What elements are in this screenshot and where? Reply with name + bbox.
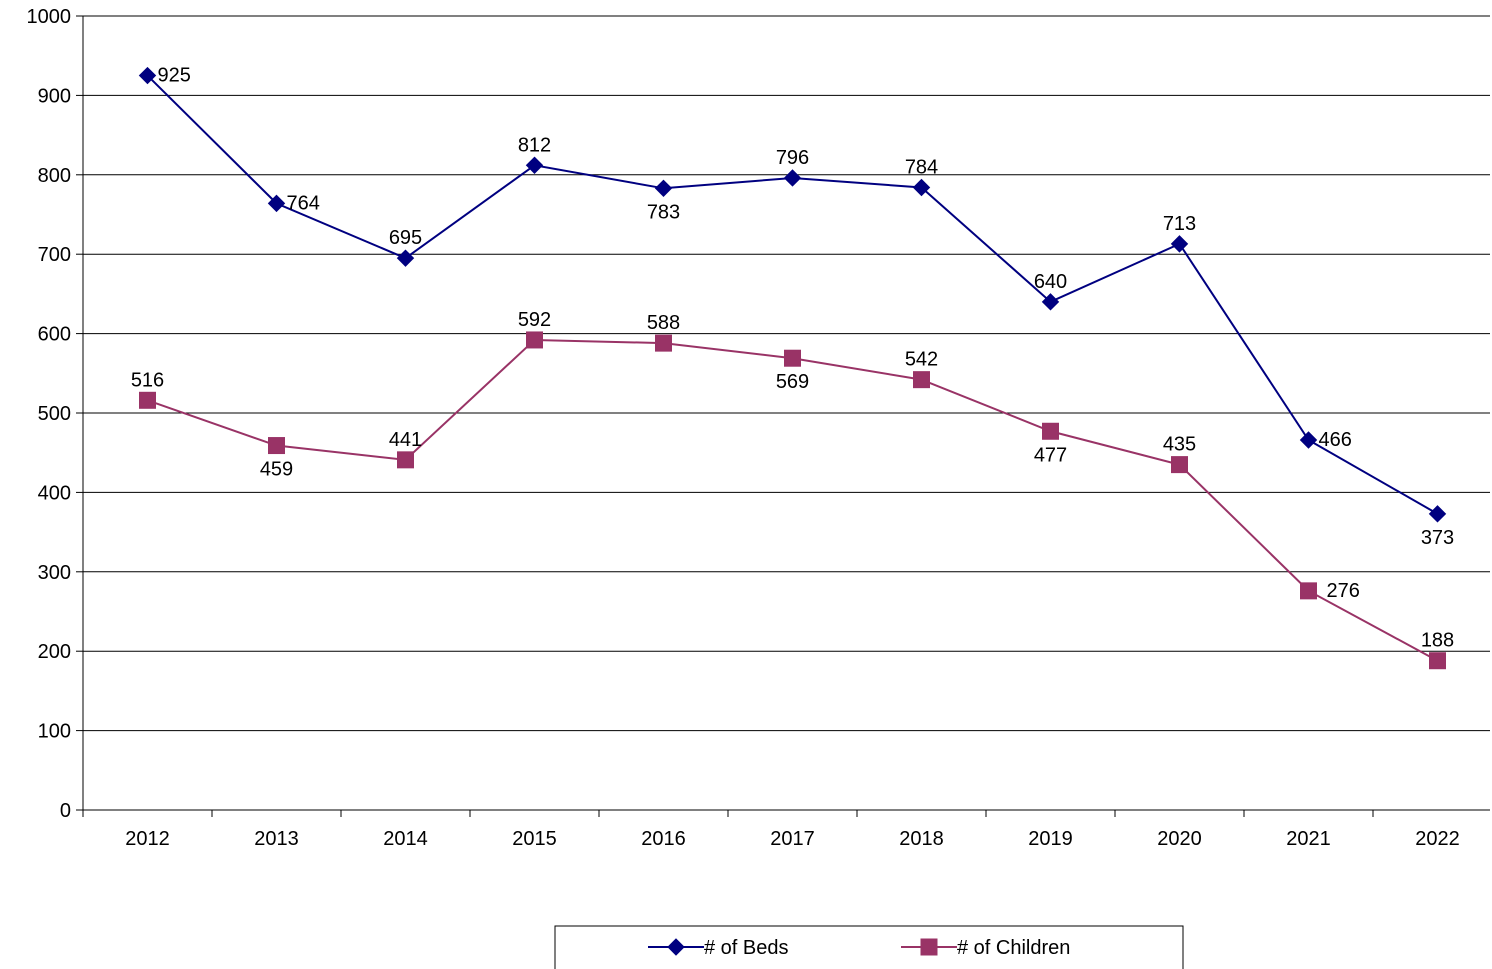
data-point-marker xyxy=(1170,235,1189,253)
data-point-marker xyxy=(655,334,672,352)
data-label: 695 xyxy=(389,227,422,249)
data-point-marker xyxy=(913,371,930,389)
data-point-marker xyxy=(1041,293,1060,311)
y-tick-label: 900 xyxy=(38,85,71,107)
data-label: 435 xyxy=(1163,434,1196,456)
data-labels: 925 764 695 812 783 796 784 640 713 466 373 516 459 4… xyxy=(131,65,1454,652)
legend-entry: # of Beds xyxy=(648,937,789,959)
y-tick-label: 0 xyxy=(60,800,71,822)
data-point-marker xyxy=(1299,431,1318,449)
series-1 xyxy=(139,331,1446,670)
legend-label: # of Beds xyxy=(704,937,789,959)
data-label: 459 xyxy=(260,459,293,481)
data-point-marker xyxy=(138,66,157,85)
series-0 xyxy=(138,66,1447,523)
y-tick-label: 500 xyxy=(38,403,71,425)
x-tick-label: 2018 xyxy=(899,828,944,850)
x-tick-label: 2017 xyxy=(770,828,815,850)
series-group xyxy=(138,66,1447,670)
x-tick-label: 2015 xyxy=(512,828,557,850)
data-label: 783 xyxy=(647,201,680,223)
data-point-marker xyxy=(1171,456,1188,474)
x-tick-label: 2016 xyxy=(641,828,686,850)
x-tick-label: 2021 xyxy=(1286,828,1331,850)
data-label: 276 xyxy=(1327,580,1360,602)
y-tick-label: 300 xyxy=(38,562,71,584)
data-point-marker xyxy=(1429,652,1446,670)
legend-swatch-marker xyxy=(920,938,938,956)
data-label: 441 xyxy=(389,429,422,451)
grid-lines xyxy=(83,15,1490,732)
x-tick-label: 2012 xyxy=(125,828,170,850)
axes: 0 100 200 300 400 500 600 700 800 900 1000 2012 2013… xyxy=(27,6,1490,850)
data-point-marker xyxy=(267,194,286,213)
data-label: 812 xyxy=(518,134,551,156)
legend-swatch-marker xyxy=(667,938,685,956)
data-label: 477 xyxy=(1034,444,1067,466)
data-point-marker xyxy=(1300,582,1317,600)
data-label: 592 xyxy=(518,309,551,331)
data-point-marker xyxy=(1428,505,1447,523)
data-label: 569 xyxy=(776,371,809,393)
legend-label: # of Children xyxy=(957,937,1070,959)
data-point-marker xyxy=(396,249,415,267)
data-label: 713 xyxy=(1163,213,1196,235)
series-line xyxy=(146,74,1438,515)
data-point-marker xyxy=(525,156,544,174)
y-tick-label: 800 xyxy=(38,165,71,187)
data-point-marker xyxy=(139,391,156,409)
data-point-marker xyxy=(912,178,931,197)
y-tick-label: 100 xyxy=(38,721,71,743)
x-tick-label: 2014 xyxy=(383,828,428,850)
data-label: 796 xyxy=(776,147,809,169)
data-label: 784 xyxy=(905,157,938,179)
data-point-marker xyxy=(654,179,673,198)
x-tick-label: 2020 xyxy=(1157,828,1202,850)
data-label: 516 xyxy=(131,369,164,391)
data-point-marker xyxy=(1042,422,1059,440)
data-label: 542 xyxy=(905,349,938,371)
x-tick-label: 2019 xyxy=(1028,828,1073,850)
y-tick-label: 1000 xyxy=(27,6,72,28)
data-label: 588 xyxy=(647,312,680,334)
y-tick-label: 600 xyxy=(38,324,71,346)
data-label: 925 xyxy=(158,65,191,87)
data-point-marker xyxy=(784,349,801,367)
legend: # of Beds # of Children xyxy=(554,925,1184,969)
y-tick-label: 200 xyxy=(38,641,71,663)
data-label: 764 xyxy=(287,192,320,214)
data-label: 373 xyxy=(1421,527,1454,549)
data-label: 640 xyxy=(1034,271,1067,293)
y-tick-label: 400 xyxy=(38,482,71,504)
x-tick-label: 2013 xyxy=(254,828,299,850)
y-tick-label: 700 xyxy=(38,244,71,266)
legend-entry: # of Children xyxy=(901,937,1070,959)
data-point-marker xyxy=(526,331,543,349)
data-label: 466 xyxy=(1319,429,1352,451)
data-point-marker xyxy=(268,437,285,455)
data-label: 188 xyxy=(1421,630,1454,652)
data-point-marker xyxy=(397,451,414,469)
x-tick-label: 2022 xyxy=(1415,828,1460,850)
data-point-marker xyxy=(783,169,802,187)
